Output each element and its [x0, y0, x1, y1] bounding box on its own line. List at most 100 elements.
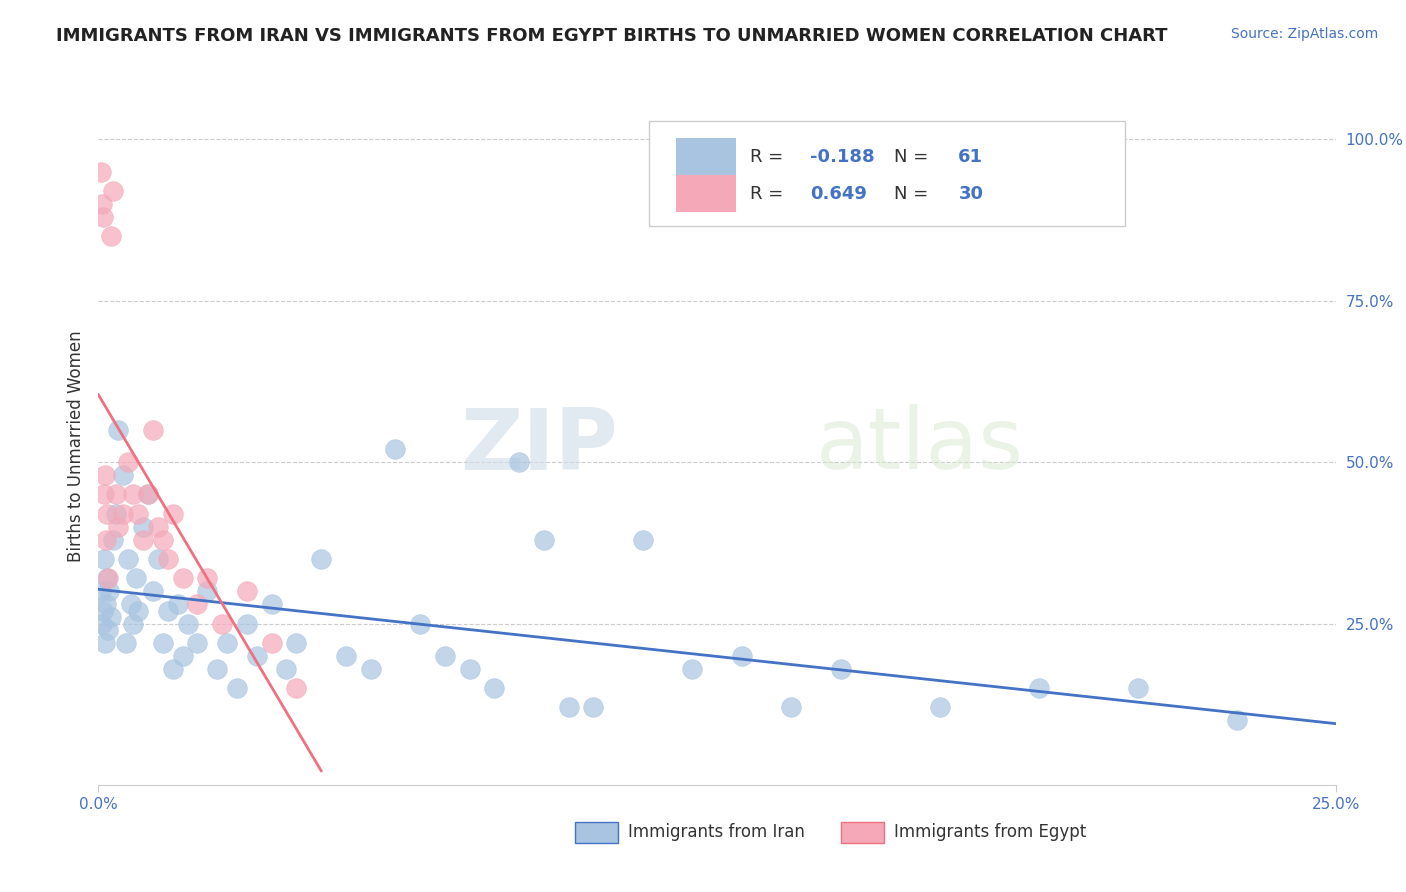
- Point: [780, 700, 803, 714]
- Text: -0.188: -0.188: [810, 147, 875, 166]
- Point: [1028, 681, 1050, 695]
- Y-axis label: Births to Unmarried Women: Births to Unmarried Women: [66, 330, 84, 562]
- Point: [631, 533, 654, 547]
- Point: [96, 533, 118, 547]
- Point: [458, 662, 481, 676]
- Point: [94, 468, 117, 483]
- Point: [132, 533, 155, 547]
- Text: R =: R =: [751, 147, 789, 166]
- Point: [508, 455, 530, 469]
- Point: [146, 519, 169, 533]
- Point: [276, 662, 298, 676]
- Point: [162, 507, 184, 521]
- Point: [409, 616, 432, 631]
- Point: [117, 455, 139, 469]
- Point: [127, 507, 149, 521]
- Text: Source: ZipAtlas.com: Source: ZipAtlas.com: [1230, 27, 1378, 41]
- Point: [94, 636, 117, 650]
- FancyBboxPatch shape: [841, 822, 884, 843]
- Point: [236, 616, 259, 631]
- Point: [731, 648, 754, 663]
- Point: [112, 507, 135, 521]
- Point: [309, 552, 332, 566]
- Point: [93, 552, 115, 566]
- Point: [166, 597, 188, 611]
- FancyBboxPatch shape: [676, 137, 735, 175]
- Point: [1226, 714, 1249, 728]
- Point: [557, 700, 579, 714]
- Point: [136, 487, 159, 501]
- Point: [122, 487, 145, 501]
- Point: [172, 648, 194, 663]
- Point: [117, 552, 139, 566]
- Point: [104, 487, 127, 501]
- Point: [830, 662, 852, 676]
- Point: [96, 507, 118, 521]
- Point: [484, 681, 506, 695]
- Text: atlas: atlas: [815, 404, 1024, 488]
- Point: [136, 487, 159, 501]
- Point: [162, 662, 184, 676]
- FancyBboxPatch shape: [650, 120, 1125, 226]
- Point: [142, 584, 165, 599]
- Text: ZIP: ZIP: [460, 404, 619, 488]
- Point: [127, 604, 149, 618]
- Point: [1126, 681, 1149, 695]
- Point: [114, 636, 136, 650]
- Point: [152, 533, 174, 547]
- Point: [533, 533, 555, 547]
- Point: [98, 584, 121, 599]
- Point: [107, 423, 129, 437]
- FancyBboxPatch shape: [575, 822, 619, 843]
- Point: [97, 571, 120, 585]
- Point: [217, 636, 239, 650]
- Point: [226, 681, 249, 695]
- Point: [104, 507, 127, 521]
- Point: [928, 700, 950, 714]
- Point: [107, 519, 129, 533]
- Text: N =: N =: [894, 185, 934, 202]
- Point: [205, 662, 228, 676]
- Point: [142, 423, 165, 437]
- Point: [433, 648, 456, 663]
- Point: [384, 442, 406, 457]
- Text: 61: 61: [959, 147, 983, 166]
- Point: [96, 597, 118, 611]
- Point: [285, 636, 308, 650]
- Point: [211, 616, 233, 631]
- Point: [146, 552, 169, 566]
- Point: [260, 636, 283, 650]
- Point: [120, 597, 142, 611]
- Point: [360, 662, 382, 676]
- Point: [156, 552, 179, 566]
- Point: [100, 229, 122, 244]
- Point: [96, 571, 118, 585]
- Point: [285, 681, 308, 695]
- Point: [260, 597, 283, 611]
- Point: [195, 584, 218, 599]
- Point: [103, 184, 125, 198]
- Point: [681, 662, 703, 676]
- Point: [91, 197, 114, 211]
- Point: [90, 164, 112, 178]
- Point: [112, 468, 135, 483]
- Point: [103, 533, 125, 547]
- Text: Immigrants from Iran: Immigrants from Iran: [628, 823, 804, 841]
- Point: [100, 610, 122, 624]
- Point: [97, 623, 120, 637]
- Point: [132, 519, 155, 533]
- Point: [176, 616, 198, 631]
- Text: N =: N =: [894, 147, 934, 166]
- Point: [156, 604, 179, 618]
- Point: [246, 648, 269, 663]
- Point: [236, 584, 259, 599]
- Point: [91, 616, 114, 631]
- Point: [93, 604, 115, 618]
- Text: IMMIGRANTS FROM IRAN VS IMMIGRANTS FROM EGYPT BIRTHS TO UNMARRIED WOMEN CORRELAT: IMMIGRANTS FROM IRAN VS IMMIGRANTS FROM …: [56, 27, 1168, 45]
- Point: [186, 597, 208, 611]
- Point: [152, 636, 174, 650]
- Point: [124, 571, 146, 585]
- Point: [582, 700, 605, 714]
- Point: [90, 584, 112, 599]
- Point: [93, 210, 115, 224]
